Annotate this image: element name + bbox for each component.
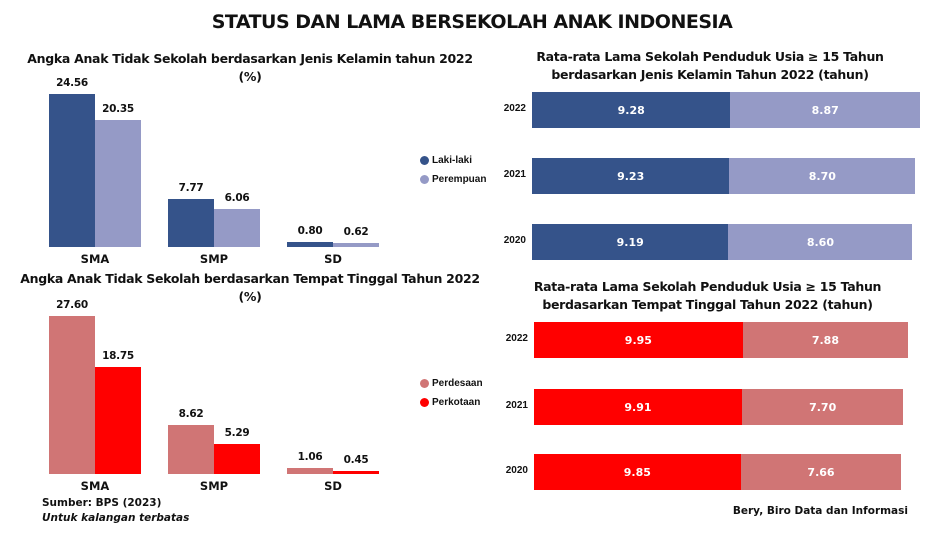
bar-2022-Perkotaan: 9.95: [534, 322, 743, 358]
bar-2022-Laki-laki: 9.28: [532, 92, 731, 128]
category-label: SD: [324, 252, 342, 266]
bar-2021-Perkotaan: 9.91: [534, 389, 742, 425]
category-label: SMA: [80, 252, 110, 266]
bar-2022-Perdesaan: 7.88: [742, 322, 909, 358]
legend-dot-icon: [420, 175, 429, 184]
bar-SMA-Perempuan: [95, 120, 141, 247]
bar-SMA-Perdesaan: [49, 316, 95, 474]
note-text: Untuk kalangan terbatas: [42, 512, 190, 524]
bar-2021-Perdesaan: 7.70: [741, 389, 904, 425]
bar-2020-Perkotaan: 9.85: [534, 454, 741, 490]
bar-SMA-Perkotaan: [95, 366, 141, 474]
chart1-title: Angka Anak Tidak Sekolah berdasarkan Jen…: [27, 51, 473, 84]
bar-SMP-Perempuan: [214, 209, 260, 247]
legend-perdesaan: Perdesaan: [420, 378, 483, 389]
data-label: 0.45: [343, 454, 369, 467]
legend-perempuan: Perempuan: [420, 174, 486, 185]
bar-SMA-Laki-laki: [49, 93, 95, 247]
bar-2021-Laki-laki: 9.23: [532, 158, 730, 194]
bar-SD-Laki-laki: [287, 242, 333, 247]
page-title: STATUS DAN LAMA BERSEKOLAH ANAK INDONESI…: [211, 11, 733, 33]
legend-dot-icon: [420, 156, 429, 165]
legend-label: Perkotaan: [432, 397, 481, 408]
bar-2021-Perempuan: 8.70: [729, 158, 916, 194]
year-label: 2020: [505, 465, 528, 476]
legend-dot-icon: [420, 379, 429, 388]
legend-dot-icon: [420, 398, 429, 407]
data-label: 27.60: [56, 299, 88, 312]
bar-2020-Perempuan: 8.60: [728, 224, 913, 260]
bar-2020-Perdesaan: 7.66: [740, 454, 902, 490]
year-label: 2020: [503, 235, 526, 246]
bar-SMP-Perdesaan: [168, 424, 214, 474]
data-label: 7.77: [178, 181, 204, 194]
bar-2022-Perempuan: 8.87: [730, 92, 921, 128]
category-label: SD: [324, 479, 342, 493]
data-label: 1.06: [297, 450, 323, 463]
category-label: SMP: [199, 479, 229, 493]
legend-label: Perdesaan: [432, 378, 483, 389]
chart2-title: Angka Anak Tidak Sekolah berdasarkan Tem…: [20, 271, 480, 304]
author-text: Bery, Biro Data dan Informasi: [732, 505, 908, 517]
legend-laki-laki: Laki-laki: [420, 155, 472, 166]
chart4-title: Rata-rata Lama Sekolah Penduduk Usia ≥ 1…: [533, 279, 882, 312]
legend-label: Laki-laki: [432, 155, 473, 166]
data-label: 5.29: [224, 426, 250, 439]
chart3-title: Rata-rata Lama Sekolah Penduduk Usia ≥ 1…: [536, 49, 884, 82]
bar-SMP-Laki-laki: [168, 198, 214, 247]
source-text: Sumber: BPS (2023): [42, 497, 162, 509]
year-label: 2021: [503, 169, 526, 180]
data-label: 24.56: [56, 76, 88, 89]
data-label: 0.62: [343, 226, 369, 239]
category-label: SMP: [199, 252, 229, 266]
legend-perkotaan: Perkotaan: [420, 397, 480, 408]
year-label: 2022: [505, 333, 528, 344]
bar-SMP-Perkotaan: [214, 443, 260, 474]
data-label: 20.35: [102, 103, 134, 116]
bar-SD-Perdesaan: [287, 467, 333, 474]
bar-SD-Perkotaan: [333, 471, 379, 474]
year-label: 2022: [503, 103, 526, 114]
data-label: 18.75: [102, 349, 134, 362]
legend-label: Perempuan: [432, 174, 487, 185]
year-label: 2021: [505, 400, 528, 411]
bar-2020-Laki-laki: 9.19: [532, 224, 729, 260]
bar-SD-Perempuan: [333, 243, 379, 247]
data-label: 6.06: [224, 192, 250, 205]
data-label: 8.62: [178, 407, 204, 420]
data-label: 0.80: [297, 225, 323, 238]
category-label: SMA: [80, 479, 110, 493]
